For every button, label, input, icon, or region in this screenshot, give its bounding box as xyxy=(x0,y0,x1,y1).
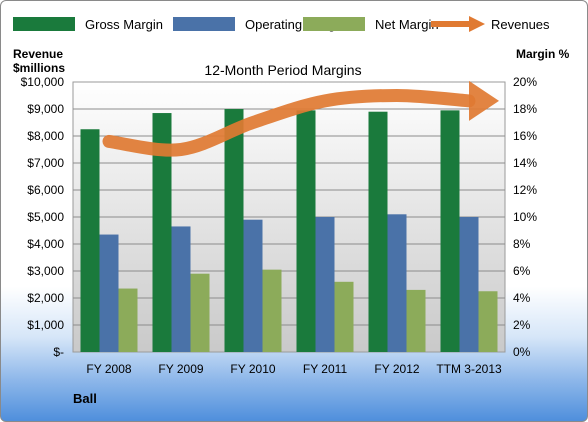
category-label: TTM 3-2013 xyxy=(436,362,502,376)
revenues-series xyxy=(102,80,499,157)
right-axis-ticks: 0% 2% 4% 6% 8% 10% 12% 14% 16% 18% 20% xyxy=(513,75,537,359)
right-tick-label: 14% xyxy=(513,156,537,170)
right-tick-label: 10% xyxy=(513,210,537,224)
bar-gross-margin xyxy=(224,109,244,352)
legend-swatch-revenues xyxy=(431,16,485,32)
legend-swatch-net-margin xyxy=(303,17,365,31)
right-tick-label: 6% xyxy=(513,264,531,278)
gridlines xyxy=(73,108,505,326)
legend: Gross Margin Operating Margin Net Margin… xyxy=(13,16,550,32)
right-tick-label: 0% xyxy=(513,345,531,359)
right-tick-label: 18% xyxy=(513,102,537,116)
bar-net-margin xyxy=(190,273,210,352)
bar-series xyxy=(80,109,498,352)
bar-operating-margin xyxy=(315,217,335,352)
bar-gross-margin xyxy=(152,113,172,352)
bar-operating-margin xyxy=(171,226,191,352)
left-tick-label: $10,000 xyxy=(21,75,65,89)
bar-net-margin xyxy=(478,291,498,352)
left-axis-ticks: $- $1,000 $2,000 $3,000 $4,000 $5,000 $6,000 $7… xyxy=(21,75,65,359)
legend-label-gross-margin: Gross Margin xyxy=(85,17,163,32)
right-tick-label: 8% xyxy=(513,237,531,251)
category-labels: FY 2008 FY 2009 FY 2010 FY 2011 FY 2012 TTM 3… xyxy=(86,362,502,376)
left-tick-label: $2,000 xyxy=(27,291,64,305)
bar-net-margin xyxy=(406,289,426,352)
revenues-arrowhead xyxy=(469,80,499,121)
right-tick-label: 4% xyxy=(513,291,531,305)
legend-label-net-margin: Net Margin xyxy=(375,17,439,32)
right-tick-label: 20% xyxy=(513,75,537,89)
left-tick-label: $- xyxy=(53,345,64,359)
left-tick-label: $4,000 xyxy=(27,237,64,251)
left-tick-label: $9,000 xyxy=(27,102,64,116)
left-tick-label: $7,000 xyxy=(27,156,64,170)
right-axis-label: Margin % xyxy=(516,47,570,61)
legend-swatch-gross-margin xyxy=(13,17,75,31)
left-axis-label-line2: $millions xyxy=(13,61,65,75)
right-tick-label: 12% xyxy=(513,183,537,197)
bar-operating-margin xyxy=(387,214,407,352)
legend-label-revenues: Revenues xyxy=(491,17,550,32)
right-tick-label: 2% xyxy=(513,318,531,332)
right-tick-label: 16% xyxy=(513,129,537,143)
legend-swatch-operating-margin xyxy=(173,17,235,31)
bar-net-margin xyxy=(262,269,282,352)
company-label: Ball xyxy=(73,391,97,406)
category-label: FY 2008 xyxy=(86,362,131,376)
chart-title: 12-Month Period Margins xyxy=(204,62,361,78)
bar-operating-margin xyxy=(243,219,263,352)
revenues-line xyxy=(102,88,476,157)
bar-gross-margin xyxy=(368,111,388,352)
left-tick-label: $5,000 xyxy=(27,210,64,224)
category-label: FY 2012 xyxy=(374,362,419,376)
left-tick-label: $6,000 xyxy=(27,183,64,197)
bar-net-margin xyxy=(118,288,138,352)
bar-operating-margin xyxy=(459,217,479,352)
category-label: FY 2011 xyxy=(303,362,348,376)
bar-operating-margin xyxy=(99,234,119,352)
left-tick-label: $1,000 xyxy=(27,318,64,332)
left-tick-label: $3,000 xyxy=(27,264,64,278)
left-tick-label: $8,000 xyxy=(27,129,64,143)
bar-gross-margin xyxy=(80,129,100,352)
category-label: FY 2010 xyxy=(230,362,275,376)
left-axis-label-line1: Revenue xyxy=(13,47,63,61)
bar-gross-margin xyxy=(296,110,316,352)
category-label: FY 2009 xyxy=(158,362,203,376)
bar-gross-margin xyxy=(440,110,460,352)
bar-net-margin xyxy=(334,281,354,352)
